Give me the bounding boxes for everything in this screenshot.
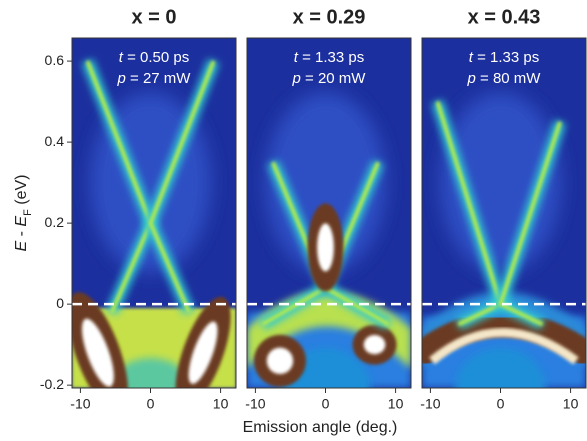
- annotation: t = 1.33 ps: [469, 49, 539, 66]
- panel-title: x = 0.43: [468, 6, 541, 28]
- figure: Emission angle (deg.) E - EF (eV) x = 0 t…: [0, 0, 587, 441]
- annotation-text: = 20 mW: [301, 70, 366, 87]
- x-axis-label: Emission angle (deg.): [243, 419, 398, 436]
- y-label-part: E: [13, 216, 30, 227]
- x-tick-label: 0: [322, 396, 330, 412]
- annotation-symbol: p: [117, 70, 126, 87]
- y-label-part: -: [13, 227, 30, 241]
- panel-title: x = 0.29: [293, 6, 366, 28]
- annotation-text: = 1.33 ps: [298, 49, 364, 66]
- hot-spot-core: [364, 335, 386, 354]
- x-tick-label: 10: [213, 396, 229, 412]
- x-tick-label: 10: [388, 396, 404, 412]
- annotation-symbol: p: [292, 70, 301, 87]
- annotation: p = 80 mW: [467, 70, 542, 87]
- hot-spot-core: [317, 223, 334, 271]
- y-tick-label: 0.4: [45, 133, 65, 149]
- annotation: p = 20 mW: [292, 70, 367, 87]
- annotation-text: = 0.50 ps: [123, 49, 189, 66]
- y-label-part: (eV): [13, 175, 30, 210]
- y-axis-label: E - EF (eV): [13, 175, 34, 252]
- x-tick-label: -10: [420, 396, 440, 412]
- x-tick-label: 0: [147, 396, 155, 412]
- heatmap: [417, 38, 587, 428]
- y-tick-label: 0.2: [45, 214, 65, 230]
- x-tick-label: 10: [563, 396, 579, 412]
- y-tick-label: 0.6: [45, 52, 65, 68]
- x-tick-label: -10: [70, 396, 90, 412]
- x-tick-label: 0: [497, 396, 505, 412]
- heatmap: [247, 38, 411, 428]
- heatmap: [55, 38, 242, 420]
- y-tick-label: -0.2: [40, 376, 64, 392]
- annotation-text: = 80 mW: [476, 70, 541, 87]
- y-label-part: E: [13, 240, 30, 251]
- y-tick-label: 0: [56, 295, 64, 311]
- hot-spot-core: [267, 348, 293, 374]
- x-tick-label: -10: [245, 396, 265, 412]
- annotation-symbol: p: [467, 70, 476, 87]
- annotation-text: = 27 mW: [126, 70, 191, 87]
- annotation: t = 0.50 ps: [119, 49, 189, 66]
- annotation: p = 27 mW: [117, 70, 192, 87]
- annotation-text: = 1.33 ps: [473, 49, 539, 66]
- annotation: t = 1.33 ps: [294, 49, 364, 66]
- panel-title: x = 0: [131, 6, 176, 28]
